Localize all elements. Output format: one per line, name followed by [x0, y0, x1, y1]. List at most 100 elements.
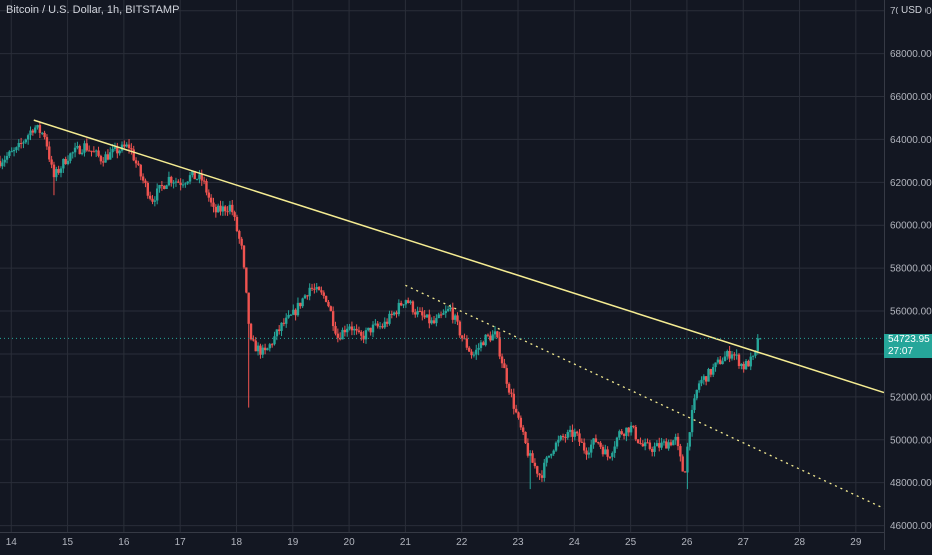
candle-body [663, 441, 665, 442]
candle-body [562, 436, 564, 437]
candle-body [149, 196, 151, 199]
candle-body [658, 443, 660, 448]
candle-body [219, 206, 221, 212]
candle-body [670, 442, 672, 445]
candle-body [405, 300, 407, 304]
time-tick-label: 15 [62, 537, 74, 548]
price-tick-label: 46000.00 [890, 521, 932, 532]
candle-body [88, 150, 90, 151]
time-tick-label: 24 [569, 537, 581, 548]
candle-body [541, 475, 543, 478]
candle-body [414, 312, 416, 314]
candle-body [693, 398, 695, 410]
last-price-value: 54723.95 [888, 334, 932, 346]
candle-body [576, 432, 578, 434]
candle-body [170, 177, 172, 183]
candle-body [15, 147, 17, 150]
candle-body [90, 151, 92, 152]
candle-body [100, 156, 102, 161]
candle-body [466, 339, 468, 348]
candle-body [613, 447, 615, 453]
candle-body [470, 352, 472, 355]
candle-body [247, 293, 249, 324]
candle-body [705, 376, 707, 381]
candle-body [240, 239, 242, 246]
candle-body [210, 198, 212, 203]
candle-body [346, 329, 348, 333]
candle-body [6, 156, 8, 160]
candle-body [137, 163, 139, 164]
candle-body [114, 147, 116, 149]
candle-body [731, 354, 733, 358]
candle-body [161, 185, 163, 186]
candle-body [712, 367, 714, 375]
candle-body [456, 315, 458, 321]
time-tick-label: 26 [681, 537, 693, 548]
price-tick-label: 48000.00 [890, 478, 932, 489]
candle-body [529, 453, 531, 456]
candle-body [29, 131, 31, 136]
candle-body [747, 361, 749, 366]
price-tick-label: 52000.00 [890, 392, 932, 403]
candle-body [165, 185, 167, 189]
candle-body [445, 311, 447, 313]
candle-body [313, 289, 315, 290]
candle-body [728, 351, 730, 359]
candle-body [719, 360, 721, 364]
candle-body [527, 443, 529, 456]
candle-body [714, 363, 716, 368]
candle-body [168, 177, 170, 185]
candle-body [215, 207, 217, 212]
candle-body [520, 418, 522, 428]
candle-body [644, 442, 646, 446]
candle-body [86, 143, 88, 150]
candle-body [285, 318, 287, 324]
candle-body [283, 323, 285, 324]
candle-body [703, 376, 705, 380]
candle-body [344, 330, 346, 332]
candle-body [292, 310, 294, 315]
candle-body [25, 140, 27, 143]
candle-body [301, 298, 303, 306]
candle-body [3, 160, 5, 163]
candle-body [522, 427, 524, 432]
candle-body [604, 449, 606, 454]
price-tick-label: 60000.00 [890, 221, 932, 232]
time-tick-label: 29 [850, 537, 862, 548]
candle-body [623, 434, 625, 436]
candle-body [208, 193, 210, 198]
time-tick-label: 23 [512, 537, 524, 548]
candle-body [67, 161, 69, 164]
candle-body [508, 384, 510, 393]
candle-body [262, 348, 264, 355]
candle-body [724, 356, 726, 361]
candle-body [407, 300, 409, 303]
candle-body [201, 174, 203, 180]
candle-body [494, 331, 496, 334]
price-axis[interactable] [884, 0, 932, 550]
candle-body [710, 369, 712, 375]
candle-body [447, 309, 449, 311]
last-price-tag: 54723.95 27:07 [884, 334, 932, 358]
time-axis[interactable] [0, 532, 884, 550]
candle-body [278, 329, 280, 330]
candle-body [628, 428, 630, 433]
candle-body [327, 302, 329, 306]
candle-body [264, 348, 266, 351]
candle-body [198, 174, 200, 179]
candle-body [750, 357, 752, 367]
candle-body [398, 303, 400, 314]
candle-body [468, 348, 470, 352]
time-tick-label: 18 [231, 537, 243, 548]
candle-body [229, 205, 231, 212]
currency-badge[interactable]: USD [898, 4, 925, 17]
candle-body [752, 356, 754, 357]
candle-body [442, 313, 444, 315]
trendlines[interactable] [34, 120, 884, 508]
candle-body [189, 175, 191, 181]
candle-body [287, 315, 289, 318]
candle-body [630, 426, 632, 433]
candle-body [560, 436, 562, 440]
